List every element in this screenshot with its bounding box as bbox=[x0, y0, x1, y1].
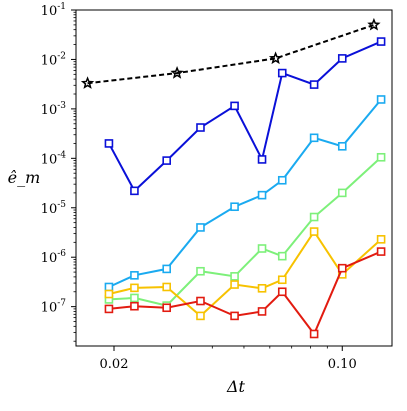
series-1 bbox=[80, 17, 381, 89]
data-point bbox=[80, 76, 95, 89]
y-tick-label: 10-4 bbox=[41, 150, 67, 167]
y-tick-label-exponent: -5 bbox=[57, 200, 66, 210]
series-line bbox=[108, 250, 382, 336]
data-point bbox=[104, 289, 114, 299]
data-point bbox=[277, 68, 287, 78]
y-tick-label: 10-3 bbox=[41, 101, 67, 118]
data-point bbox=[257, 284, 267, 293]
series-4 bbox=[104, 152, 386, 310]
data-point bbox=[277, 175, 287, 185]
y-tick-label: 10-2 bbox=[41, 51, 66, 68]
y-tick-label-exponent: -2 bbox=[57, 51, 66, 61]
y-tick-label-exponent: -7 bbox=[57, 299, 66, 309]
data-point bbox=[196, 296, 205, 306]
series-6 bbox=[104, 247, 386, 339]
ticks-layer: 10-110-210-310-410-510-610-70.02 0.10 bbox=[41, 2, 357, 372]
data-point bbox=[130, 293, 139, 303]
y-tick-label-exponent: -3 bbox=[57, 101, 66, 111]
y-tick-label: 10-1 bbox=[41, 2, 66, 19]
data-point bbox=[337, 188, 347, 198]
x-tick-label: 0.02 bbox=[100, 357, 129, 372]
data-point bbox=[130, 271, 139, 280]
series-line bbox=[108, 40, 382, 193]
data-point bbox=[277, 275, 287, 285]
data-point bbox=[376, 235, 386, 244]
data-point bbox=[367, 17, 381, 31]
data-point bbox=[196, 266, 205, 276]
data-point bbox=[277, 287, 287, 297]
data-point bbox=[162, 303, 171, 313]
y-tick-label-exponent: -6 bbox=[57, 249, 66, 259]
data-point bbox=[170, 66, 184, 79]
data-point bbox=[130, 283, 139, 293]
data-point bbox=[337, 54, 347, 63]
y-axis-label: ê_m bbox=[8, 168, 41, 187]
data-point bbox=[337, 142, 347, 151]
data-point bbox=[257, 244, 267, 253]
data-point bbox=[230, 311, 239, 321]
y-tick-label-base: 10 bbox=[41, 251, 58, 266]
y-tick-label-base: 10 bbox=[41, 4, 58, 19]
data-point bbox=[104, 139, 114, 148]
x-axis-label: Δt bbox=[226, 377, 246, 396]
series-line bbox=[108, 98, 382, 288]
y-tick-label-base: 10 bbox=[41, 53, 58, 68]
data-point bbox=[196, 223, 205, 232]
data-point bbox=[162, 282, 171, 292]
y-tick-label: 10-7 bbox=[41, 299, 67, 316]
data-point bbox=[230, 101, 239, 111]
data-point bbox=[309, 329, 319, 339]
data-point bbox=[162, 264, 171, 274]
data-point bbox=[277, 251, 287, 261]
series-line bbox=[108, 229, 382, 318]
series-layer bbox=[80, 17, 386, 339]
data-point bbox=[230, 202, 239, 212]
data-point bbox=[257, 190, 267, 200]
data-point bbox=[230, 280, 239, 289]
data-point bbox=[130, 186, 139, 196]
data-point bbox=[130, 301, 139, 311]
data-point bbox=[376, 152, 386, 162]
data-point bbox=[104, 282, 114, 292]
data-point bbox=[309, 80, 319, 89]
y-tick-label-base: 10 bbox=[41, 301, 58, 316]
data-point bbox=[257, 307, 267, 316]
series-line bbox=[108, 156, 382, 307]
data-point bbox=[376, 37, 386, 46]
y-tick-label: 10-6 bbox=[41, 249, 67, 266]
data-point bbox=[268, 51, 283, 65]
data-point bbox=[309, 212, 319, 222]
y-tick-label-exponent: -1 bbox=[57, 2, 66, 12]
x-tick-label: 0.10 bbox=[328, 357, 357, 372]
series-2 bbox=[104, 37, 386, 196]
y-tick-label-base: 10 bbox=[41, 202, 58, 217]
data-point bbox=[230, 272, 239, 281]
data-point bbox=[162, 156, 171, 165]
data-point bbox=[196, 311, 205, 321]
data-point bbox=[196, 123, 205, 132]
data-point bbox=[376, 95, 386, 104]
data-point bbox=[257, 155, 267, 164]
y-tick-label: 10-5 bbox=[41, 200, 67, 217]
y-tick-label-base: 10 bbox=[41, 152, 58, 167]
series-3 bbox=[104, 95, 386, 292]
data-point bbox=[376, 247, 386, 256]
y-tick-label-base: 10 bbox=[41, 103, 58, 118]
data-point bbox=[309, 133, 319, 143]
data-point bbox=[309, 227, 319, 236]
data-point bbox=[337, 263, 347, 273]
data-point bbox=[104, 304, 114, 314]
y-tick-label-exponent: -4 bbox=[57, 150, 66, 160]
series-line bbox=[87, 23, 375, 85]
